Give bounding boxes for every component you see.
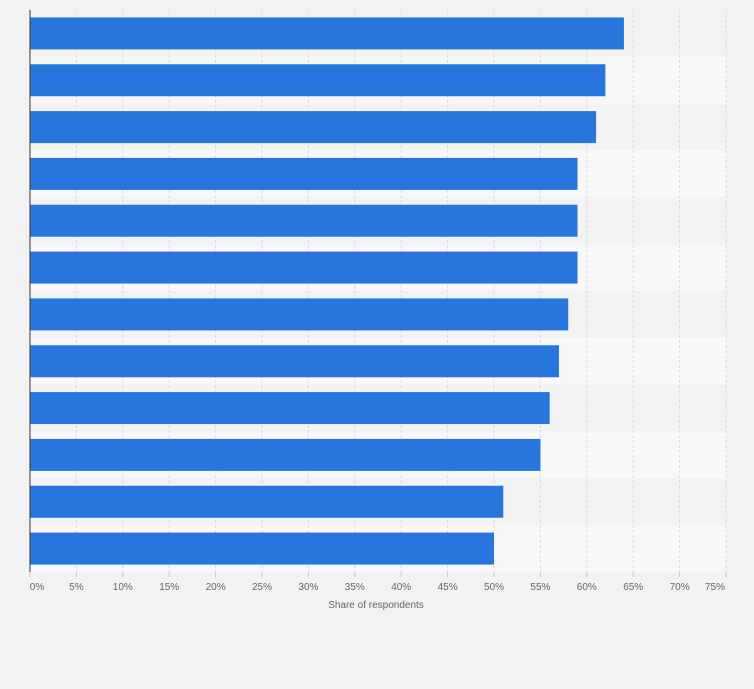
x-tick-label: 45% (438, 582, 458, 593)
x-tick-label: 40% (391, 582, 411, 593)
x-tick-label: 55% (530, 582, 550, 593)
bar (30, 345, 559, 378)
x-tick-label: 75% (705, 582, 725, 593)
bars (30, 17, 624, 565)
bar (30, 485, 504, 518)
x-tick-label: 60% (577, 582, 597, 593)
x-tick-label: 10% (113, 582, 133, 593)
x-tick-label: 50% (484, 582, 504, 593)
x-tick-labels: 0% 5% 10% 15% 20% 25% 30% 35% 40% 45% 50% 55% 60% 65%… (30, 582, 725, 593)
x-axis-title: Share of respondents (328, 600, 424, 611)
bar (30, 438, 541, 471)
x-tick-label: 15% (159, 582, 179, 593)
x-tick-label: 65% (623, 582, 643, 593)
bar (30, 532, 494, 565)
bar (30, 157, 578, 190)
bar (30, 204, 578, 237)
bar (30, 111, 597, 144)
x-tick-label: 20% (206, 582, 226, 593)
x-tick-label: 25% (252, 582, 272, 593)
bar (30, 251, 578, 284)
bar (30, 298, 569, 331)
x-tick-label: 70% (670, 582, 690, 593)
gridlines (29, 10, 727, 577)
x-tick-label: 0% (30, 582, 45, 593)
x-tick-label: 35% (345, 582, 365, 593)
x-tick-label: 5% (69, 582, 84, 593)
bar (30, 17, 624, 50)
bar (30, 392, 550, 425)
bar (30, 64, 606, 97)
x-tick-label: 30% (298, 582, 318, 593)
